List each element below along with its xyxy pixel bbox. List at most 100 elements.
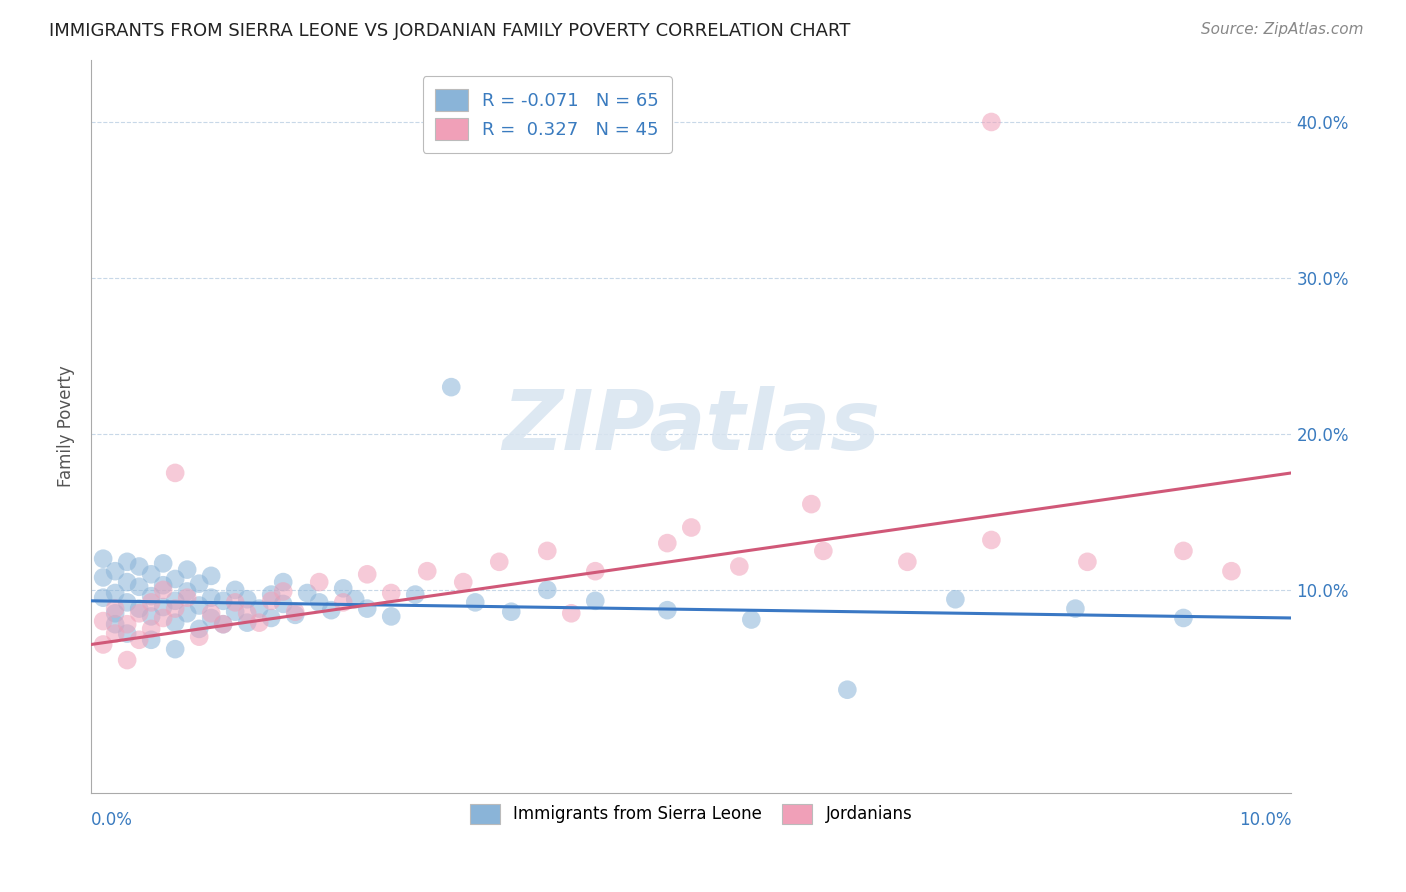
- Point: [980, 115, 1002, 129]
- Point: [128, 601, 150, 615]
- Point: [104, 564, 127, 578]
- Point: [813, 544, 835, 558]
- Text: ZIPatlas: ZIPatlas: [502, 385, 880, 467]
- Point: [657, 603, 679, 617]
- Point: [141, 589, 163, 603]
- Point: [271, 575, 294, 590]
- Point: [356, 567, 378, 582]
- Point: [104, 586, 127, 600]
- Point: [152, 557, 174, 571]
- Point: [200, 607, 222, 621]
- Point: [165, 615, 187, 630]
- Point: [188, 622, 211, 636]
- Point: [212, 617, 235, 632]
- Point: [165, 594, 187, 608]
- Point: [260, 594, 283, 608]
- Point: [104, 626, 127, 640]
- Point: [91, 570, 114, 584]
- Point: [728, 559, 751, 574]
- Point: [332, 595, 354, 609]
- Point: [1064, 601, 1087, 615]
- Point: [332, 582, 354, 596]
- Point: [165, 642, 187, 657]
- Point: [115, 653, 138, 667]
- Point: [152, 600, 174, 615]
- Point: [152, 582, 174, 597]
- Point: [128, 607, 150, 621]
- Point: [165, 466, 187, 480]
- Point: [536, 544, 558, 558]
- Point: [800, 497, 823, 511]
- Point: [451, 575, 474, 590]
- Point: [115, 575, 138, 590]
- Point: [91, 551, 114, 566]
- Point: [128, 632, 150, 647]
- Point: [501, 605, 523, 619]
- Point: [295, 586, 318, 600]
- Point: [224, 582, 246, 597]
- Point: [271, 584, 294, 599]
- Point: [380, 586, 402, 600]
- Point: [141, 622, 163, 636]
- Point: [380, 609, 402, 624]
- Point: [176, 591, 198, 605]
- Point: [284, 607, 307, 622]
- Point: [321, 603, 343, 617]
- Point: [115, 595, 138, 609]
- Point: [115, 617, 138, 632]
- Point: [128, 559, 150, 574]
- Point: [1076, 555, 1098, 569]
- Point: [260, 588, 283, 602]
- Point: [115, 555, 138, 569]
- Point: [141, 567, 163, 582]
- Point: [141, 609, 163, 624]
- Point: [104, 617, 127, 632]
- Point: [141, 632, 163, 647]
- Point: [104, 601, 127, 615]
- Point: [104, 607, 127, 621]
- Point: [583, 594, 606, 608]
- Point: [247, 601, 270, 615]
- Point: [188, 576, 211, 591]
- Point: [128, 580, 150, 594]
- Point: [176, 584, 198, 599]
- Point: [200, 569, 222, 583]
- Point: [115, 626, 138, 640]
- Text: 0.0%: 0.0%: [91, 812, 134, 830]
- Point: [260, 611, 283, 625]
- Y-axis label: Family Poverty: Family Poverty: [58, 365, 75, 487]
- Point: [896, 555, 918, 569]
- Point: [308, 595, 330, 609]
- Point: [188, 599, 211, 613]
- Text: IMMIGRANTS FROM SIERRA LEONE VS JORDANIAN FAMILY POVERTY CORRELATION CHART: IMMIGRANTS FROM SIERRA LEONE VS JORDANIA…: [49, 22, 851, 40]
- Point: [284, 605, 307, 619]
- Point: [247, 615, 270, 630]
- Point: [271, 597, 294, 611]
- Point: [356, 601, 378, 615]
- Point: [224, 605, 246, 619]
- Point: [236, 607, 259, 621]
- Point: [152, 578, 174, 592]
- Point: [224, 595, 246, 609]
- Point: [657, 536, 679, 550]
- Point: [141, 595, 163, 609]
- Point: [560, 607, 582, 621]
- Point: [740, 613, 762, 627]
- Point: [681, 520, 703, 534]
- Point: [212, 594, 235, 608]
- Point: [200, 591, 222, 605]
- Point: [1220, 564, 1243, 578]
- Point: [200, 611, 222, 625]
- Point: [152, 611, 174, 625]
- Point: [176, 607, 198, 621]
- Point: [488, 555, 510, 569]
- Point: [440, 380, 463, 394]
- Point: [165, 572, 187, 586]
- Point: [837, 682, 859, 697]
- Point: [236, 615, 259, 630]
- Point: [464, 595, 486, 609]
- Point: [188, 630, 211, 644]
- Point: [943, 592, 966, 607]
- Legend: Immigrants from Sierra Leone, Jordanians: Immigrants from Sierra Leone, Jordanians: [458, 792, 924, 836]
- Point: [536, 582, 558, 597]
